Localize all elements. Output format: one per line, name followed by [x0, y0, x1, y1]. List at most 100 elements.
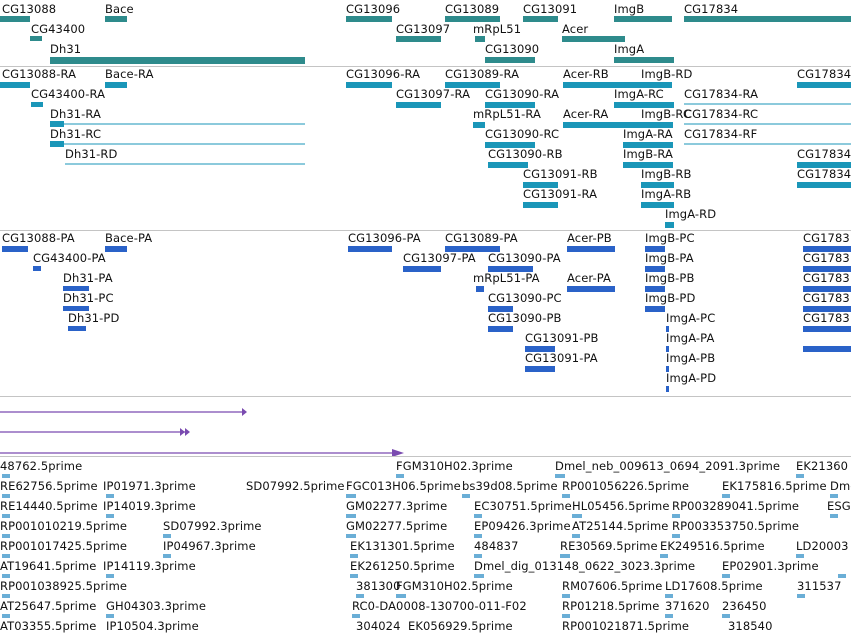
gene-glyphs [0, 16, 851, 64]
transcript-label: Acer-RB [563, 67, 609, 81]
est-label: FGC013H06.5prime [346, 479, 461, 493]
est-label: RP003353750.5prime [672, 519, 800, 533]
protein-label: CG43400-PA [33, 251, 106, 265]
protein-label: CG13090-PA [488, 251, 561, 265]
est-label: 381300 [356, 579, 401, 593]
est-label: EP09426.3prime [474, 519, 571, 533]
est-label: RP001056226.5prime [562, 479, 690, 493]
protein-label: CG1783 [803, 311, 850, 325]
est-label: FGM310H02.5prime [396, 579, 513, 593]
est-label: 311537 [797, 579, 842, 593]
protein-label: ImgB-PB [645, 271, 695, 285]
gene-label: CG13090 [485, 42, 540, 56]
est-label: 371620 [665, 599, 710, 613]
est-label: IP10504.3prime [106, 619, 199, 633]
est-label: AT03355.5prime [0, 619, 97, 633]
gene-label: ImgA [614, 42, 645, 56]
est-label: FGM310H02.3prime [396, 459, 513, 473]
gene-label: CG43400 [31, 22, 86, 36]
protein-label: CG13096-PA [348, 231, 421, 245]
est-label: 318540 [728, 619, 773, 633]
transcript-label: ImgA-RD [665, 207, 717, 221]
est-label: 484837 [474, 539, 519, 553]
transcript-label: ImgB-RA [623, 147, 674, 161]
transcript-label: Dh31-RC [50, 127, 102, 141]
est-label: RP001017425.5prime [0, 539, 128, 553]
est-label: 236450 [722, 599, 767, 613]
transcript-label: ImgB-RD [641, 67, 693, 81]
transcript-label: CG13097-RA [396, 87, 471, 101]
transcript-label: Bace-RA [105, 67, 154, 81]
protein-label: ImgB-PA [645, 251, 694, 265]
aux-glyphs [0, 408, 404, 456]
est-label: IP14119.3prime [103, 559, 196, 573]
transcript-label: ImgA-RB [641, 187, 692, 201]
gene-label: CG13088 [2, 2, 57, 16]
gene-label: Dh31 [50, 42, 82, 56]
est-label: Dmel_dig_013148_0622_3023.3prime [474, 559, 696, 573]
gene-label: CG17834 [684, 2, 739, 16]
protein-label: ImgB-PD [645, 291, 696, 305]
est-label: Dmel_neb_009613_0694_2091.3prime [555, 459, 781, 473]
gene-track: CG13088 CG43400 Dh31 Bace CG13096 CG1309… [0, 0, 851, 66]
est-label: SD07992.5prime [246, 479, 345, 493]
protein-label: CG13091-PA [525, 351, 598, 365]
track-separator [0, 456, 851, 457]
protein-track: CG13088-PA CG43400-PA Dh31-PA Dh31-PC Dh… [0, 231, 851, 396]
aux-track [0, 397, 851, 456]
est-label: RP001021871.5prime [562, 619, 690, 633]
est-glyphs [2, 474, 846, 618]
est-label: RE14440.5prime [0, 499, 98, 513]
protein-label: CG13091-PB [525, 331, 599, 345]
protein-label: Dh31-PC [63, 291, 114, 305]
est-label: AT25647.5prime [0, 599, 97, 613]
protein-label: CG13089-PA [445, 231, 518, 245]
transcript-label: CG17834 [797, 147, 851, 161]
transcript-glyphs [0, 82, 851, 228]
track-separator [0, 230, 851, 231]
protein-label: Dh31-PA [63, 271, 113, 285]
transcript-label: CG17834 [797, 167, 851, 181]
gene-label: Bace [105, 2, 134, 16]
transcript-label: CG17834-RA [684, 87, 759, 101]
est-label: ESG [827, 499, 851, 513]
est-label: IP01971.3prime [103, 479, 196, 493]
transcript-label: CG13090-RC [485, 127, 560, 141]
protein-label: Acer-PA [567, 271, 611, 285]
est-label: RP003289041.5prime [672, 499, 800, 513]
gene-label: CG13091 [523, 2, 578, 16]
protein-label: ImgB-PC [645, 231, 695, 245]
est-label: AT25144.5prime [572, 519, 669, 533]
est-label: RP01218.5prime [562, 599, 660, 613]
transcript-label: Dh31-RA [50, 107, 102, 121]
gene-label: CG13097 [396, 22, 451, 36]
transcript-label: CG13090-RA [485, 87, 560, 101]
protein-label: CG1783 [803, 271, 850, 285]
est-label: RE30569.5prime [560, 539, 658, 553]
transcript-label: Dh31-RD [65, 147, 118, 161]
est-label: HL05456.5prime [572, 499, 670, 513]
transcript-label: CG13088-RA [2, 67, 77, 81]
protein-label: CG13090-PB [488, 311, 562, 325]
transcript-label: CG13091-RA [523, 187, 598, 201]
transcript-label: CG17834-RC [684, 107, 759, 121]
transcript-label: CG13096-RA [346, 67, 421, 81]
transcript-label: ImgA-RC [614, 87, 664, 101]
est-label: LD20003 [796, 539, 849, 553]
est-label: 48762.5prime [0, 459, 83, 473]
est-label: Dmel [830, 479, 851, 493]
est-label: AT19641.5prime [0, 559, 97, 573]
est-label: LD17608.5prime [665, 579, 763, 593]
est-label: EK131301.5prime [350, 539, 455, 553]
est-label: EP02901.3prime [722, 559, 819, 573]
protein-label: CG13097-PA [403, 251, 476, 265]
gene-label: Acer [562, 22, 589, 36]
est-label: IP14019.3prime [103, 499, 196, 513]
gene-label: CG13096 [346, 2, 401, 16]
gene-label: mRpL51 [473, 22, 522, 36]
protein-label: CG1783 [803, 251, 850, 265]
est-label: bs39d08.5prime [462, 479, 558, 493]
est-label: EK249516.5prime [660, 539, 765, 553]
transcript-track: CG13088-RA CG43400-RA Dh31-RA Dh31-RC Dh… [0, 67, 851, 230]
track-separator [0, 66, 851, 67]
